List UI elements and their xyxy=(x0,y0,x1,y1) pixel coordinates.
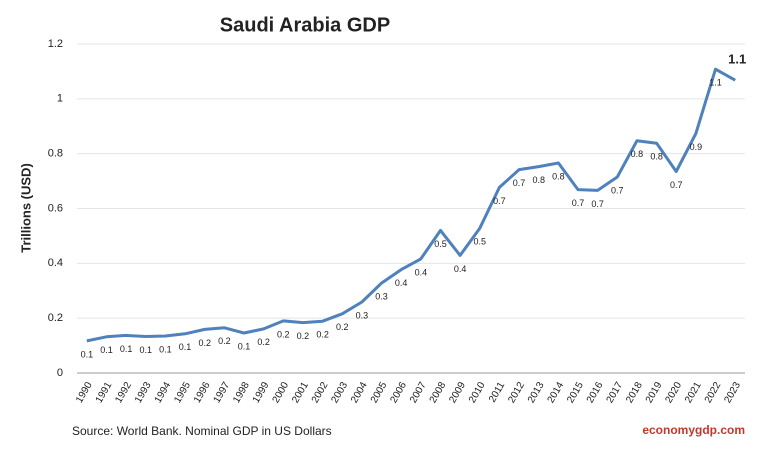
x-tick-label: 2015 xyxy=(565,380,586,405)
data-label: 0.4 xyxy=(454,264,467,274)
data-label: 0.2 xyxy=(336,322,349,332)
data-label: 0.8 xyxy=(631,149,644,159)
y-tick-label: 0.2 xyxy=(48,312,63,324)
data-label: 0.2 xyxy=(218,336,231,346)
data-label: 0.5 xyxy=(474,237,487,247)
x-tick-label: 2011 xyxy=(487,380,507,405)
data-label: 0.4 xyxy=(415,267,428,277)
y-tick-label: 0.6 xyxy=(48,202,63,214)
data-label: 0.3 xyxy=(356,310,369,320)
x-tick-label: 2007 xyxy=(408,380,429,405)
data-label: 0.2 xyxy=(198,338,211,348)
data-label: 0.7 xyxy=(513,178,526,188)
x-tick-label: 2018 xyxy=(624,380,645,405)
x-tick-label: 1996 xyxy=(192,380,213,405)
data-label: 0.7 xyxy=(493,196,506,206)
data-label: 0.4 xyxy=(395,278,408,288)
x-tick-label: 1998 xyxy=(231,380,252,405)
x-tick-label: 2010 xyxy=(467,380,488,405)
x-tick-label: 2017 xyxy=(605,380,626,405)
data-label: 0.9 xyxy=(690,142,703,152)
x-tick-label: 2021 xyxy=(683,380,704,405)
x-tick-label: 1995 xyxy=(172,380,193,405)
data-label: 0.1 xyxy=(179,342,192,352)
watermark: economygdp.com xyxy=(642,423,745,437)
y-tick-label: 1.2 xyxy=(48,38,63,50)
data-label: 0.1 xyxy=(159,344,172,354)
source-note: Source: World Bank. Nominal GDP in US Do… xyxy=(72,424,332,438)
x-tick-label: 2012 xyxy=(506,380,527,405)
y-tick-label: 0 xyxy=(57,367,63,379)
data-label: 0.5 xyxy=(434,239,447,249)
data-label: 0.7 xyxy=(591,199,604,209)
data-line xyxy=(86,67,736,343)
x-tick-label: 2019 xyxy=(644,380,665,405)
y-tick-label: 0.4 xyxy=(48,257,63,269)
data-label: 0.7 xyxy=(670,180,683,190)
data-label: 0.2 xyxy=(277,329,290,339)
x-tick-label: 1997 xyxy=(212,380,233,405)
x-tick-label: 1999 xyxy=(251,380,272,405)
data-label: 0.3 xyxy=(375,291,388,301)
data-label: 0.8 xyxy=(532,175,545,185)
data-label: 0.1 xyxy=(81,349,94,359)
x-tick-label: 2013 xyxy=(526,380,547,405)
x-tick-label: 1990 xyxy=(74,380,95,405)
data-label: 1.1 xyxy=(728,52,746,67)
x-tick-label: 2016 xyxy=(585,380,606,405)
x-tick-label: 1992 xyxy=(113,380,134,405)
data-label: 0.2 xyxy=(316,330,329,340)
x-tick-label: 2004 xyxy=(349,380,370,405)
data-label: 0.1 xyxy=(238,341,251,351)
x-tick-label: 1994 xyxy=(153,380,174,405)
x-tick-label: 2008 xyxy=(428,380,449,405)
x-tick-label: 2006 xyxy=(388,380,409,405)
x-tick-label: 2000 xyxy=(271,380,292,405)
y-tick-label: 0.8 xyxy=(48,148,63,160)
x-tick-label: 2009 xyxy=(447,380,468,405)
x-tick-label: 2002 xyxy=(310,380,331,405)
x-tick-label: 2022 xyxy=(703,380,724,405)
data-label: 0.2 xyxy=(297,331,310,341)
y-axis-label: Trillions (USD) xyxy=(18,163,33,253)
data-label: 0.8 xyxy=(650,152,663,162)
x-tick-label: 1991 xyxy=(94,380,115,405)
y-tick-label: 1 xyxy=(57,93,63,105)
x-tick-label: 2005 xyxy=(369,380,390,405)
data-label: 0.7 xyxy=(611,185,624,195)
data-label: 1.1 xyxy=(709,78,722,88)
data-label: 0.8 xyxy=(552,171,565,181)
data-label: 0.1 xyxy=(140,345,153,355)
x-tick-label: 2003 xyxy=(329,380,350,405)
x-tick-label: 2020 xyxy=(663,380,684,405)
data-label: 0.1 xyxy=(100,345,113,355)
x-tick-label: 1993 xyxy=(133,380,154,405)
chart-title: Saudi Arabia GDP xyxy=(220,14,390,36)
x-tick-label: 2001 xyxy=(290,380,311,405)
x-tick-label: 2014 xyxy=(546,380,567,405)
x-tick-label: 2023 xyxy=(722,380,743,405)
data-label: 0.7 xyxy=(572,198,585,208)
data-label: 0.2 xyxy=(257,337,270,347)
data-label: 0.1 xyxy=(120,344,133,354)
